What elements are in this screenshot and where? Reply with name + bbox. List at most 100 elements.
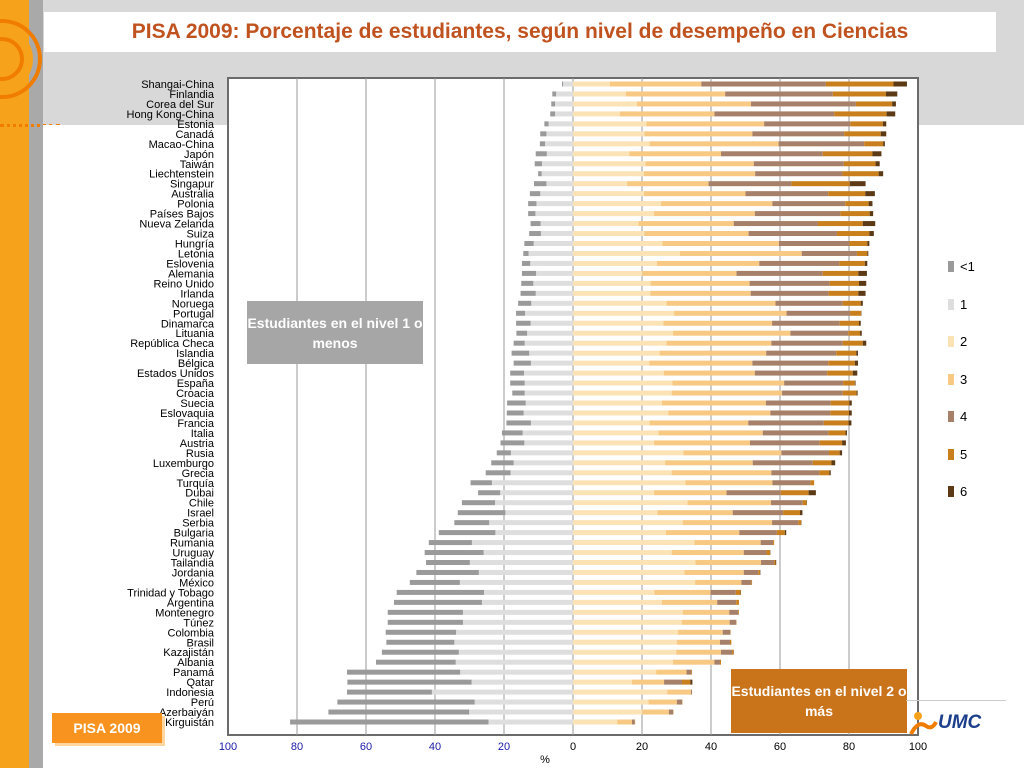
country-label: Singapur bbox=[170, 179, 214, 191]
bar-segment-level-3 bbox=[667, 689, 691, 695]
bar-segment-level-3 bbox=[645, 161, 754, 167]
country-label: Japón bbox=[184, 149, 214, 161]
bar-segment-level-4 bbox=[759, 260, 840, 266]
country-label: Panamá bbox=[173, 667, 215, 679]
bar-segment-level-1 bbox=[530, 360, 573, 366]
bar-segment-level-5 bbox=[829, 280, 860, 286]
bar-segment-level-5 bbox=[798, 520, 802, 526]
bar-segment-level-6 bbox=[829, 470, 831, 476]
bar-segment-level-below-1 bbox=[561, 81, 563, 87]
x-tick-label: 20 bbox=[498, 741, 510, 753]
bar-segment-level-4 bbox=[748, 231, 837, 237]
country-label: Irlanda bbox=[180, 288, 215, 300]
bar-segment-level-4 bbox=[771, 340, 843, 346]
bar-segment-level-4 bbox=[750, 290, 829, 296]
bar-segment-level-4 bbox=[760, 540, 774, 546]
bar-segment-level-2 bbox=[573, 280, 651, 286]
bar-segment-level-6 bbox=[854, 360, 858, 366]
bar-segment-level-5 bbox=[864, 141, 884, 147]
bar-segment-level-1 bbox=[469, 709, 573, 715]
country-label: Luxemburgo bbox=[153, 458, 214, 470]
bar-segment-level-3 bbox=[662, 241, 779, 246]
bar-segment-level-below-1 bbox=[535, 151, 547, 157]
bar-segment-level-3 bbox=[666, 340, 772, 346]
bar-segment-level-3 bbox=[650, 290, 751, 296]
bar-segment-level-6 bbox=[848, 420, 852, 426]
bar-segment-level-5 bbox=[827, 370, 853, 376]
bar-segment-level-4 bbox=[733, 221, 818, 227]
x-tick-label: 100 bbox=[219, 741, 237, 753]
bar-segment-level-below-1 bbox=[478, 490, 501, 496]
bar-segment-level-6 bbox=[856, 390, 858, 396]
bar-segment-level-4 bbox=[743, 550, 767, 556]
bar-segment-level-2 bbox=[573, 460, 666, 466]
bar-segment-level-below-1 bbox=[539, 141, 546, 147]
bar-segment-level-3 bbox=[638, 221, 734, 227]
country-label: Lituania bbox=[175, 328, 214, 340]
bar-segment-level-2 bbox=[573, 440, 655, 446]
bar-segment-level-2 bbox=[573, 270, 643, 276]
country-label: Qatar bbox=[186, 677, 214, 689]
bar-segment-level-3 bbox=[660, 201, 773, 207]
bar-segment-level-3 bbox=[665, 460, 753, 466]
x-tick-label: 20 bbox=[636, 741, 648, 753]
bar-segment-level-4 bbox=[786, 310, 851, 316]
bar-segment-level-1 bbox=[548, 121, 573, 127]
bar-segment-level-2 bbox=[573, 141, 650, 147]
x-tick-label: 100 bbox=[909, 741, 927, 753]
bar-segment-level-5 bbox=[843, 380, 855, 386]
country-label: Kazajistán bbox=[163, 647, 214, 659]
x-tick-label: 40 bbox=[705, 741, 717, 753]
bar-segment-level-5 bbox=[830, 400, 850, 406]
bar-segment-level-4 bbox=[717, 599, 737, 605]
bar-segment-level-6 bbox=[808, 490, 816, 496]
legend-swatch bbox=[948, 448, 954, 460]
bar-segment-level-1 bbox=[556, 91, 573, 97]
callout-level-2-or-above: Estudiantes en el nivel 2 o más bbox=[731, 669, 907, 733]
bar-segment-level-3 bbox=[694, 540, 761, 546]
bar-segment-level-1 bbox=[525, 400, 573, 406]
bar-segment-level-3 bbox=[649, 420, 749, 426]
bar-segment-level-5 bbox=[830, 410, 849, 416]
bar-segment-level-5 bbox=[842, 300, 861, 306]
bar-segment-level-below-1 bbox=[513, 340, 525, 346]
bar-segment-level-6 bbox=[867, 250, 869, 256]
bar-segment-level-4 bbox=[751, 101, 856, 107]
bar-segment-level-1 bbox=[546, 151, 573, 157]
bar-segment-level-4 bbox=[729, 609, 739, 615]
bar-segment-level-4 bbox=[745, 191, 829, 197]
bar-segment-level-3 bbox=[654, 440, 750, 446]
bar-segment-level-2 bbox=[573, 629, 678, 635]
bar-segment-level-2 bbox=[573, 201, 661, 207]
bar-segment-level-5 bbox=[736, 599, 739, 605]
bar-segment-level-1 bbox=[471, 679, 573, 685]
bar-segment-level-4 bbox=[714, 659, 720, 665]
bar-segment-level-5 bbox=[828, 430, 846, 436]
bar-segment-level-2 bbox=[573, 390, 672, 396]
bar-segment-level-3 bbox=[627, 181, 709, 187]
bar-segment-level-3 bbox=[681, 619, 730, 625]
bar-segment-level-1 bbox=[462, 619, 573, 625]
bar-segment-level-1 bbox=[483, 589, 573, 595]
bar-segment-level-5 bbox=[828, 191, 866, 197]
bar-segment-level-6 bbox=[856, 350, 858, 356]
bar-segment-level-2 bbox=[573, 659, 674, 665]
bar-segment-level-4 bbox=[765, 400, 831, 406]
bar-segment-level-6 bbox=[858, 270, 867, 276]
country-label: Albania bbox=[177, 657, 215, 669]
bar-segment-level-4 bbox=[631, 719, 635, 725]
bar-segment-level-3 bbox=[695, 560, 762, 565]
legend-swatch bbox=[948, 336, 954, 347]
bar-segment-level-6 bbox=[849, 410, 852, 416]
bar-segment-level-5 bbox=[682, 679, 691, 685]
bar-segment-level-6 bbox=[860, 330, 862, 336]
bar-segment-level-2 bbox=[573, 579, 696, 585]
bar-segment-level-1 bbox=[488, 719, 573, 725]
bar-segment-level-4 bbox=[749, 280, 830, 286]
bar-segment-level-2 bbox=[573, 121, 647, 127]
bar-segment-level-4 bbox=[676, 699, 683, 705]
bar-segment-level-2 bbox=[573, 589, 655, 595]
bar-segment-level-2 bbox=[573, 211, 655, 217]
country-label: Tailandia bbox=[171, 558, 215, 570]
